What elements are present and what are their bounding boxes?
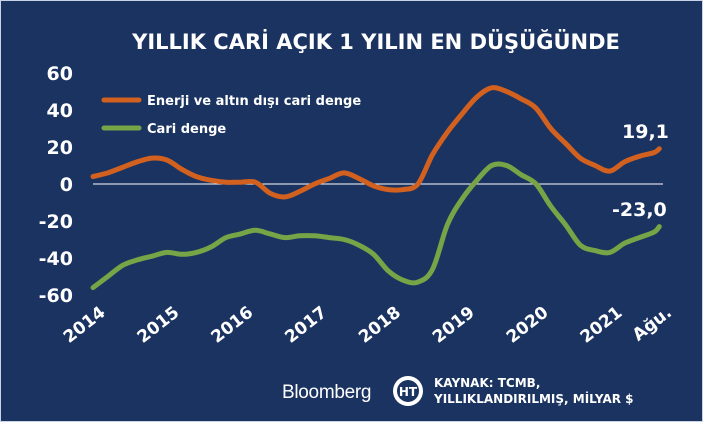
legend-label-energy: Enerji ve altın dışı cari denge [147,94,361,109]
y-tick-label: 20 [47,137,73,159]
y-tick-label: 0 [60,174,73,196]
source-line-2: YILLIKLANDIRILMIŞ, MİLYAR $ [433,391,634,406]
ht-logo-text: HT [399,385,418,399]
x-tick-label: Ağu. [629,303,676,346]
x-tick-label: 2020 [503,303,553,348]
x-tick-label: 2018 [355,303,405,348]
x-tick-label: 2017 [281,303,331,348]
y-axis-ticks: 60 40 20 0 -20 -40 -60 [39,63,73,307]
series-layer [90,85,662,291]
y-tick-label: 40 [47,100,73,122]
end-label-current-account: -23,0 [612,199,667,221]
legend: Enerji ve altın dışı cari denge Cari den… [101,94,361,137]
chart-title: YILLIK CARİ AÇIK 1 YILIN EN DÜŞÜĞÜNDE [131,29,620,54]
x-tick-label: 2019 [429,303,479,348]
y-tick-label: -40 [39,248,73,270]
x-axis-ticks: 2014 2015 2016 2017 2018 2019 2020 2021 Ağu. [60,303,676,348]
y-tick-label: -20 [39,211,73,233]
source-line-1: KAYNAK: TCMB, [434,376,540,390]
x-tick-label: 2021 [577,303,627,348]
ht-logo-icon: HT [393,376,423,406]
y-tick-label: 60 [47,63,73,85]
series-line-energy [90,85,662,200]
x-tick-label: 2015 [134,303,184,348]
footer: Bloomberg HT KAYNAK: TCMB, YILLIKLANDIRI… [282,376,634,406]
legend-label-current-account: Cari denge [147,122,226,137]
y-tick-label: -60 [39,285,73,307]
x-tick-label: 2016 [208,303,258,348]
end-label-energy: 19,1 [622,121,669,143]
x-tick-label: 2014 [60,303,110,348]
bloomberg-logo: Bloomberg [282,382,371,403]
series-line-current-account [90,161,662,291]
